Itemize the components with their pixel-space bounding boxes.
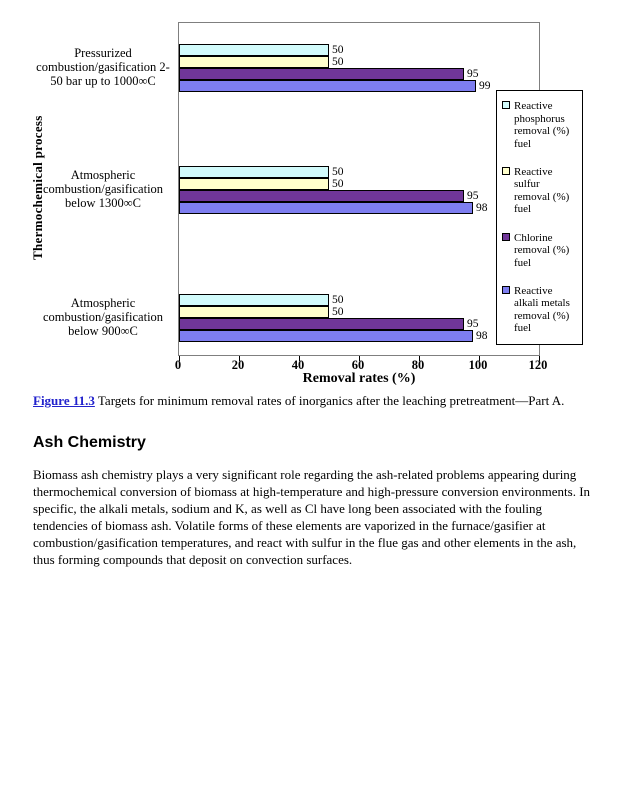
x-axis-tick [539, 356, 540, 361]
bar-row: 98 [179, 330, 488, 342]
legend: Reactive phosphorus removal (%) fuel Reac… [496, 90, 583, 345]
figure-caption: Figure 11.3 Targets for minimum removal … [33, 392, 591, 409]
category-label: Pressurized combustion/gasification 2- 50 … [30, 46, 176, 88]
legend-item: Reactive alkali metals removal (%) fuel [502, 285, 577, 335]
x-axis-tick [179, 356, 180, 361]
bar [179, 190, 464, 202]
category-label-line: 50 bar up to 1000∞C [50, 74, 156, 88]
bar-row: 50 [179, 44, 491, 56]
bar-value-label: 95 [467, 190, 479, 202]
bar-row: 95 [179, 190, 488, 202]
bar-value-label: 95 [467, 318, 479, 330]
legend-item: Reactive phosphorus removal (%) fuel [502, 100, 577, 150]
x-tick-label: 60 [351, 358, 365, 372]
category-label-line: Atmospheric [70, 296, 136, 310]
category-label: Atmospheric combustion/gasification below … [30, 168, 176, 210]
bar [179, 44, 329, 56]
bar-value-label: 98 [476, 330, 488, 342]
bar [179, 318, 464, 330]
bar-row: 98 [179, 202, 488, 214]
bar-row: 99 [179, 80, 491, 92]
bar [179, 68, 464, 80]
bar-row: 50 [179, 56, 491, 68]
bar-value-label: 50 [332, 294, 344, 306]
bar-value-label: 50 [332, 56, 344, 68]
bar-row: 50 [179, 294, 488, 306]
bar [179, 202, 473, 214]
bar [179, 80, 476, 92]
bar [179, 330, 473, 342]
x-tick-label: 120 [528, 358, 548, 372]
figure-caption-link[interactable]: Figure 11.3 [33, 393, 95, 408]
category-label-line: combustion/gasification [42, 310, 164, 324]
legend-swatch [502, 285, 510, 294]
legend-item: Chlorine removal (%) fuel [502, 232, 577, 270]
x-axis-tick [419, 356, 420, 361]
bar-row: 95 [179, 318, 488, 330]
category-label: Atmospheric combustion/gasification below … [30, 296, 176, 338]
bar [179, 294, 329, 306]
x-tick-label: 20 [231, 358, 245, 372]
x-axis-title: Removal rates (%) [302, 371, 416, 386]
bar [179, 178, 329, 190]
x-tick-label: 100 [468, 358, 488, 372]
bar [179, 306, 329, 318]
category-label-line: Atmospheric [70, 168, 136, 182]
bar-value-label: 50 [332, 166, 344, 178]
legend-label: Reactive sulfur removal (%) fuel [514, 165, 570, 216]
body-paragraph: Biomass ash chemistry plays a very signi… [33, 467, 591, 567]
category-label-line: below 1300∞C [65, 196, 141, 210]
bar-group: 50 50 95 98 [179, 166, 488, 214]
x-axis-tick [359, 356, 360, 361]
section-heading: Ash Chemistry [33, 434, 146, 451]
x-axis-tick [239, 356, 240, 361]
bar [179, 166, 329, 178]
bar-group: 50 50 95 99 [179, 44, 491, 92]
chart: Thermochemical process 50 50 95 99 50 50 95 98 5… [28, 14, 590, 388]
legend-label: Reactive alkali metals removal (%) fuel [514, 284, 570, 335]
figure-caption-text: Targets for minimum removal rates of ino… [94, 393, 565, 408]
x-tick-label: 40 [291, 358, 305, 372]
category-label-line: below 900∞C [68, 324, 138, 338]
legend-item: Reactive sulfur removal (%) fuel [502, 166, 577, 216]
bar-row: 50 [179, 306, 488, 318]
legend-swatch [502, 232, 510, 241]
x-axis-tick [299, 356, 300, 361]
bar-group: 50 50 95 98 [179, 294, 488, 342]
bar-value-label: 98 [476, 202, 488, 214]
bar-row: 95 [179, 68, 491, 80]
bar-value-label: 99 [479, 80, 491, 92]
legend-swatch [502, 166, 510, 175]
category-label-line: combustion/gasification 2- [36, 60, 170, 74]
x-axis-tick [479, 356, 480, 361]
bar-row: 50 [179, 166, 488, 178]
bar-value-label: 50 [332, 44, 344, 56]
legend-label: Chlorine removal (%) fuel [514, 231, 570, 269]
bar-value-label: 50 [332, 178, 344, 190]
x-tick-label: 0 [174, 358, 182, 372]
bar [179, 56, 329, 68]
x-tick-label: 80 [411, 358, 425, 372]
category-label-line: Pressurized [74, 46, 132, 60]
plot-area: 50 50 95 99 50 50 95 98 50 50 95 98 [178, 22, 540, 361]
bar-value-label: 50 [332, 306, 344, 318]
legend-swatch [502, 101, 510, 109]
bar-row: 50 [179, 178, 488, 190]
category-label-line: combustion/gasification [42, 182, 164, 196]
bar-value-label: 95 [467, 68, 479, 80]
legend-label: Reactive phosphorus removal (%) fuel [514, 100, 570, 150]
